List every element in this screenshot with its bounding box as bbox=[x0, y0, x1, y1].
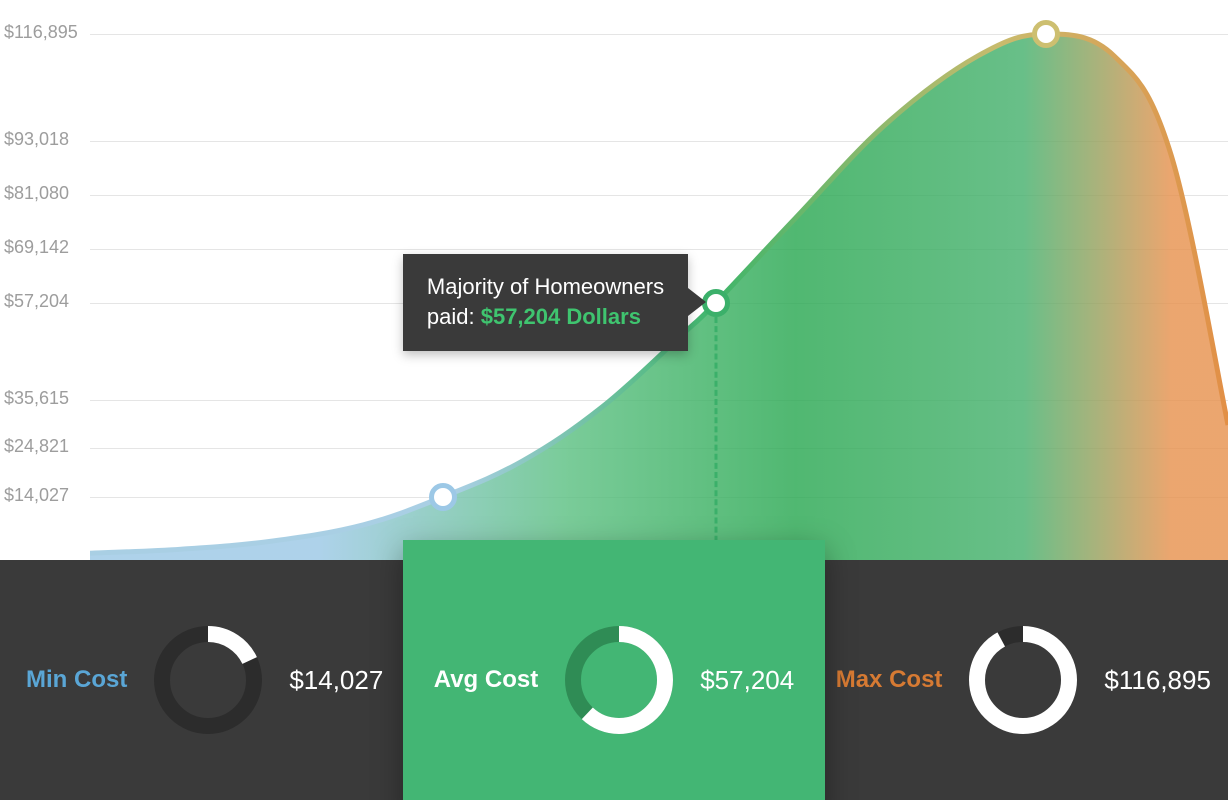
avg-tooltip: Majority of Homeowners paid: $57,204 Dol… bbox=[403, 254, 688, 352]
tooltip-line2: paid: $57,204 Dollars bbox=[427, 302, 664, 333]
min-cost-card[interactable]: Min Cost $14,027 bbox=[0, 560, 409, 800]
min-marker bbox=[429, 483, 457, 511]
avg-cost-label: Avg Cost bbox=[434, 666, 538, 694]
max-cost-label: Max Cost bbox=[836, 666, 943, 694]
y-tick-label: $14,027 bbox=[4, 485, 69, 506]
y-tick-label: $57,204 bbox=[4, 291, 69, 312]
tooltip-line1: Majority of Homeowners bbox=[427, 272, 664, 303]
min-cost-value: $14,027 bbox=[289, 665, 383, 696]
y-tick-label: $81,080 bbox=[4, 183, 69, 204]
avg-cost-card[interactable]: Avg Cost $57,204 bbox=[403, 540, 824, 800]
y-tick-label: $24,821 bbox=[4, 436, 69, 457]
min-cost-label: Min Cost bbox=[26, 666, 127, 694]
tooltip-prefix: paid: bbox=[427, 304, 481, 329]
tooltip-arrow-icon bbox=[688, 288, 706, 316]
summary-cards: Min Cost $14,027 Avg Cost $57,204 Max Cost… bbox=[0, 560, 1228, 800]
plot-area: Majority of Homeowners paid: $57,204 Dol… bbox=[90, 0, 1228, 560]
avg-marker bbox=[702, 289, 730, 317]
y-tick-label: $93,018 bbox=[4, 129, 69, 150]
avg-cost-value: $57,204 bbox=[700, 665, 794, 696]
y-tick-label: $69,142 bbox=[4, 237, 69, 258]
y-tick-label: $35,615 bbox=[4, 388, 69, 409]
y-tick-label: $116,895 bbox=[4, 22, 78, 43]
max-cost-card[interactable]: Max Cost $116,895 bbox=[819, 560, 1228, 800]
cost-distribution-chart: $14,027 $24,821 $35,615 $57,204 $69,142 $81,0… bbox=[0, 0, 1228, 800]
avg-guideline bbox=[714, 317, 717, 560]
min-donut-icon bbox=[149, 621, 267, 739]
avg-donut-icon bbox=[560, 621, 678, 739]
max-cost-value: $116,895 bbox=[1104, 665, 1211, 696]
tooltip-value: $57,204 Dollars bbox=[481, 304, 641, 329]
max-donut-icon bbox=[964, 621, 1082, 739]
max-marker bbox=[1032, 20, 1060, 48]
